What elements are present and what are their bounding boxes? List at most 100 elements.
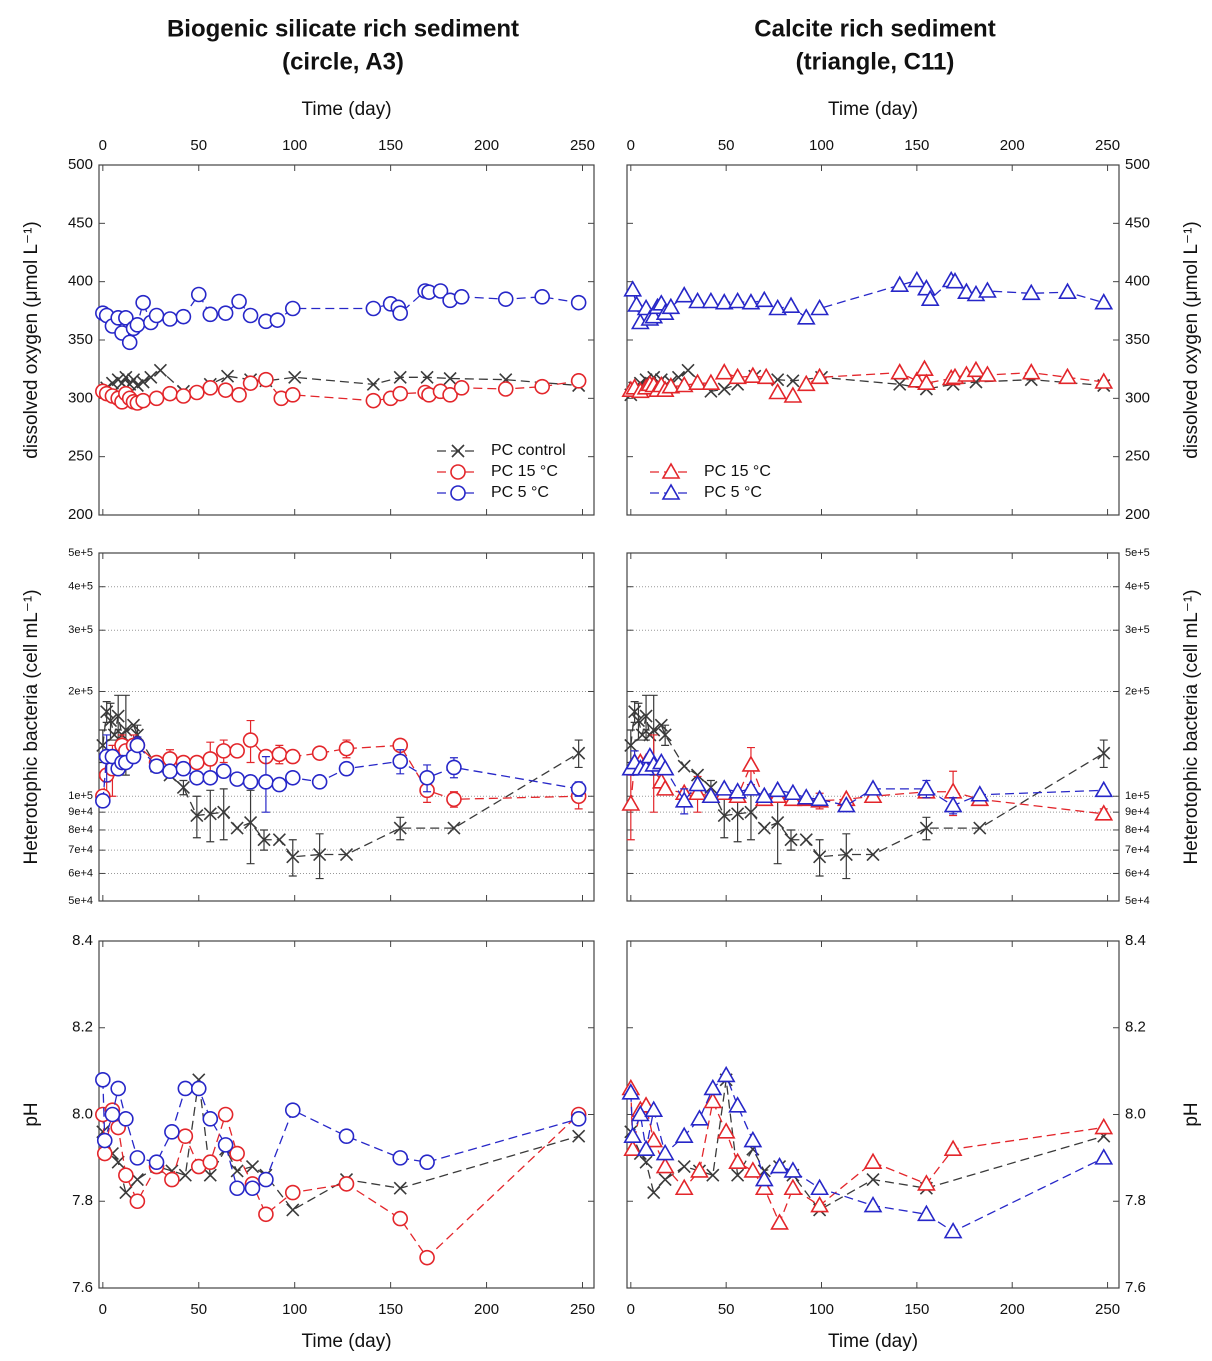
marker bbox=[674, 375, 694, 393]
marker bbox=[229, 1145, 245, 1162]
marker bbox=[420, 370, 434, 384]
column-subtitle: (triangle, C11) bbox=[796, 48, 955, 75]
y-tick-label: 8e+4 bbox=[1125, 824, 1150, 836]
y-tick-label: 2e+5 bbox=[68, 685, 93, 697]
marker bbox=[338, 740, 355, 757]
series bbox=[621, 746, 1114, 815]
x-tick-label: 200 bbox=[474, 1301, 499, 1318]
marker bbox=[129, 317, 146, 333]
y-tick-label: 300 bbox=[68, 389, 93, 406]
marker bbox=[313, 847, 327, 862]
marker bbox=[701, 291, 721, 309]
marker bbox=[175, 308, 192, 325]
marker bbox=[121, 334, 138, 351]
y-axis-label: pH bbox=[1181, 1102, 1202, 1126]
marker bbox=[917, 373, 936, 390]
x-tick-label: 200 bbox=[1000, 1301, 1025, 1318]
marker bbox=[866, 847, 880, 862]
marker bbox=[728, 291, 747, 309]
marker bbox=[288, 370, 302, 384]
y-tick-label: 5e+4 bbox=[68, 895, 93, 907]
marker bbox=[118, 1167, 134, 1184]
marker bbox=[572, 746, 586, 760]
marker bbox=[269, 312, 286, 328]
marker bbox=[245, 1159, 260, 1174]
marker bbox=[258, 1206, 274, 1223]
y-tick-label: 3e+5 bbox=[1125, 624, 1150, 636]
marker bbox=[338, 1128, 355, 1144]
marker bbox=[178, 1168, 192, 1182]
y-tick-label: 7.6 bbox=[1125, 1279, 1146, 1296]
marker bbox=[570, 294, 587, 311]
y-tick-label: 350 bbox=[68, 331, 93, 348]
marker bbox=[756, 367, 776, 385]
x-tick-label: 50 bbox=[190, 1301, 207, 1318]
marker bbox=[799, 833, 813, 847]
panel: Biogenic silicate rich sediment (circle, … bbox=[21, 15, 595, 523]
marker bbox=[111, 709, 125, 723]
plot-frame bbox=[98, 940, 595, 1289]
marker bbox=[743, 1161, 763, 1178]
y-tick-label: 8.2 bbox=[72, 1019, 93, 1036]
marker bbox=[534, 289, 550, 305]
marker bbox=[497, 381, 514, 397]
marker bbox=[257, 833, 271, 847]
marker bbox=[690, 1109, 709, 1126]
y-tick-label: 8.0 bbox=[72, 1105, 93, 1122]
marker bbox=[100, 705, 114, 719]
marker bbox=[497, 291, 514, 307]
error-bar bbox=[842, 833, 851, 880]
marker bbox=[175, 760, 192, 777]
series bbox=[621, 359, 1114, 403]
marker bbox=[631, 713, 646, 728]
y-tick-label: 4e+5 bbox=[68, 581, 93, 593]
marker bbox=[217, 1106, 234, 1123]
marker bbox=[810, 1195, 829, 1213]
marker bbox=[450, 485, 466, 501]
y-tick-label: 5e+5 bbox=[68, 547, 93, 559]
marker bbox=[215, 743, 232, 759]
y-tick-label: 1e+5 bbox=[1125, 790, 1150, 802]
y-tick-label: 200 bbox=[68, 506, 93, 523]
panel: 7.6 7.8 8.0 8.2 8.4 pH 0 50 100 150 200 250 Time (da… bbox=[621, 932, 1202, 1352]
marker bbox=[258, 1171, 274, 1188]
panel: 5e+4 6e+4 7e+4 8e+4 9e+4 1e+5 2e+5 3e+5 4e+5 5e+5… bbox=[21, 547, 595, 907]
x-axis-label: Time (day) bbox=[301, 1331, 391, 1352]
marker bbox=[570, 781, 587, 797]
y-tick-label: 8.0 bbox=[1125, 1105, 1146, 1122]
marker bbox=[242, 732, 259, 748]
x-tick-label: 100 bbox=[282, 1301, 307, 1318]
marker bbox=[217, 805, 231, 819]
marker bbox=[338, 1176, 355, 1192]
marker bbox=[681, 363, 695, 377]
marker bbox=[393, 1181, 407, 1195]
marker bbox=[743, 366, 763, 383]
x-tick-label: 150 bbox=[904, 1301, 929, 1318]
y-axis-label: dissolved oxygen (μmol L⁻¹) bbox=[1181, 221, 1202, 458]
marker bbox=[674, 791, 694, 808]
marker bbox=[190, 1080, 207, 1097]
marker bbox=[717, 808, 731, 823]
marker bbox=[189, 769, 205, 786]
marker bbox=[129, 1193, 146, 1210]
marker bbox=[907, 270, 927, 288]
marker bbox=[703, 1091, 723, 1109]
marker bbox=[688, 774, 707, 792]
y-tick-label: 200 bbox=[1125, 506, 1150, 523]
marker bbox=[570, 1111, 587, 1127]
y-tick-label: 400 bbox=[1125, 273, 1150, 290]
marker bbox=[177, 1080, 194, 1097]
error-bar bbox=[246, 789, 255, 865]
marker bbox=[392, 1150, 409, 1166]
marker bbox=[189, 384, 205, 401]
marker bbox=[943, 782, 963, 799]
marker bbox=[796, 308, 816, 325]
marker bbox=[783, 783, 803, 801]
marker bbox=[129, 1150, 146, 1166]
series bbox=[95, 1072, 587, 1197]
marker bbox=[164, 1124, 180, 1140]
marker bbox=[286, 850, 300, 864]
y-tick-label: 8.4 bbox=[1125, 932, 1146, 949]
y-axis-label: Heterotophic bacteria (cell mL⁻¹) bbox=[21, 589, 42, 864]
marker bbox=[284, 769, 301, 786]
